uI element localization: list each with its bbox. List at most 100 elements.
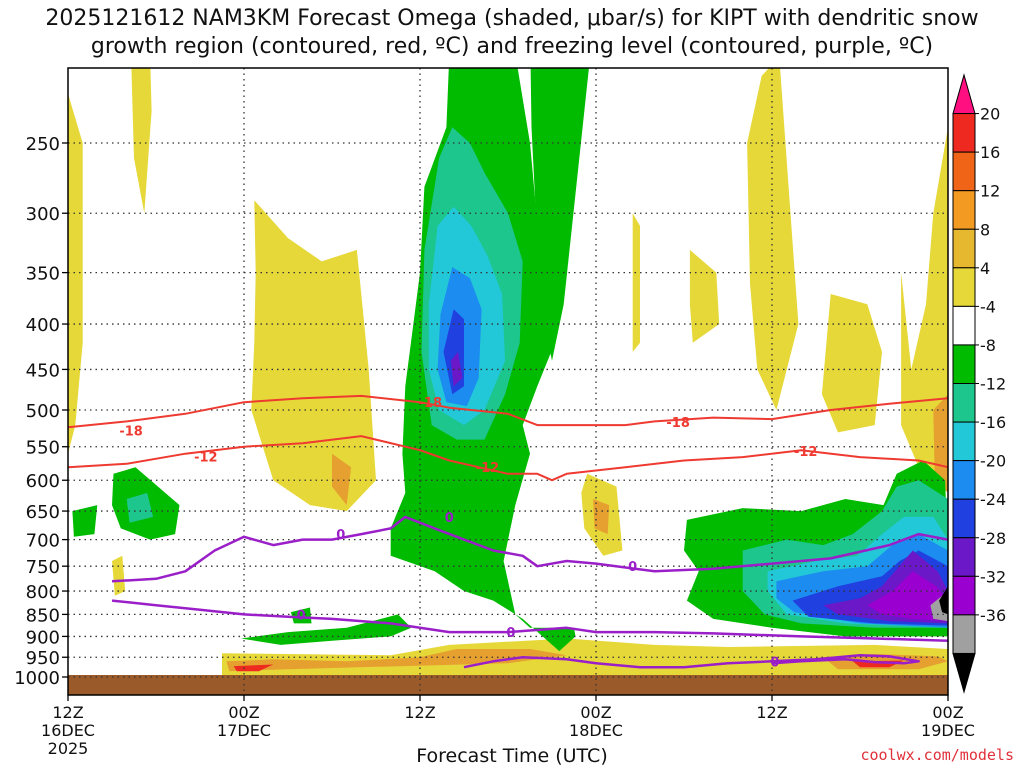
freezing-contour-label-2: 0 [770,655,779,670]
omega-region-yellow [632,213,640,352]
colorbar-label-1: 16 [980,143,1000,162]
omega-region-orange [593,499,610,535]
omega-region-yellow [112,555,126,596]
plot-frame [67,67,949,696]
y-tick-label-250: 250 [26,134,60,155]
y-tick-label-600: 600 [26,471,60,492]
contour-extra-label-3: -12 [794,445,818,460]
contour-extra-label-5: 0 [506,626,515,641]
colorbar-swatch-7 [952,344,976,384]
colorbar-label-9: -20 [980,452,1006,471]
omega-region-teal [126,492,154,523]
freezing-contour-0 [111,515,948,583]
credit-link[interactable]: coolwx.com/models [860,746,1014,764]
y-axis: 2503003504004505005506006507007508008509… [14,134,68,689]
y-tick-label-900: 900 [26,627,60,648]
contour-extra-label-2: -12 [476,461,500,476]
y-tick-label-550: 550 [26,438,60,459]
x-tick-label-12-1: 17DEC [217,721,271,740]
y-tick-label-350: 350 [26,264,60,285]
dgz-contour-1 [68,435,948,482]
contour-extra-label-0: -18 [419,396,443,411]
omega-region-yellow [689,249,720,343]
colorbar-swatch-12 [952,537,976,577]
y-tick-label-800: 800 [26,582,60,603]
x-tick-label-48-0: 12Z [756,703,787,722]
x-tick-label-0-0: 12Z [52,703,83,722]
omega-region-yellow [747,68,799,410]
colorbar-label-3: 8 [980,220,990,239]
y-tick-label-400: 400 [26,315,60,336]
y-tick-label-450: 450 [26,360,60,381]
surface-fill [68,675,948,695]
x-tick-label-12-0: 00Z [228,703,259,722]
colorbar-swatch-6 [952,305,976,346]
colorbar-swatch-10 [952,460,976,500]
y-tick-label-300: 300 [26,204,60,225]
omega-region-orange [933,394,948,493]
colorbar-label-7: -12 [980,375,1006,394]
freezing-contour-2 [463,653,920,669]
colorbar-label-6: -8 [980,336,996,355]
freezing-contour-1 [111,599,948,642]
colorbar-swatch-9 [952,421,976,462]
x-axis-label: Forecast Time (UTC) [416,745,608,767]
omega-region-green [241,614,412,645]
y-tick-label-650: 650 [26,502,60,523]
colorbar: 20 16 12 8 4 -4 -8 -12 -16 -20 -24 -28 -32 -36 [952,73,1006,694]
omega-region-yellow [901,127,948,481]
colorbar-label-2: 12 [980,182,1000,201]
x-tick-label-36-0: 00Z [580,703,611,722]
dgz-contour-label-1: -12 [194,450,218,465]
omega-region-orange [226,649,567,672]
omega-region-yellow [131,68,152,214]
colorbar-label-10: -24 [980,490,1006,509]
x-tick-label-24-0: 12Z [404,703,435,722]
omega-region-violet [867,571,948,622]
chart-title-line-1: 2025121612 NAM3KM Forecast Omega (shaded… [45,6,979,31]
omega-region-red [233,664,274,672]
omega-region-green [290,607,312,624]
x-tick-label-60-1: 19DEC [921,721,975,740]
plot-area: -18 -12 0 0 0 -18 -18 -12 -12 0 0 0 [68,68,948,695]
y-tick-label-700: 700 [26,531,60,552]
colorbar-label-0: 20 [980,105,1000,124]
y-tick-label-1000: 1000 [14,668,60,689]
colorbar-swatch-bottom [952,652,976,694]
omega-region-purple [450,351,463,387]
y-tick-label-500: 500 [26,401,60,422]
contour-extra-label-4: 0 [445,511,454,526]
colorbar-swatch-2 [952,151,976,192]
omega-region-yellow [821,294,882,433]
colorbar-swatch-13 [952,575,976,616]
x-tick-label-36-1: 18DEC [569,721,623,740]
omega-region-yellow [68,93,83,454]
colorbar-swatch-4 [952,228,976,269]
colorbar-swatch-14 [952,614,976,654]
colorbar-label-5: -4 [980,297,996,316]
omega-region-green [72,505,98,537]
dgz-contour-0 [68,394,948,429]
y-tick-label-950: 950 [26,648,60,669]
colorbar-swatch-5 [952,267,976,307]
omega-region-green [530,68,589,361]
colorbar-swatch-3 [952,190,976,230]
contour-extra-label-6: 0 [628,560,637,575]
colorbar-label-13: -36 [980,606,1006,625]
x-tick-label-60-0: 00Z [932,703,963,722]
y-tick-label-750: 750 [26,557,60,578]
freezing-contour-label-0: 0 [336,528,345,543]
y-tick-label-850: 850 [26,605,60,626]
colorbar-swatch-11 [952,498,976,539]
colorbar-label-8: -16 [980,413,1006,432]
omega-region-orange [332,453,352,506]
dgz-contour-label-0: -18 [119,424,143,439]
colorbar-swatch-8 [952,383,976,423]
contour-extra-label-1: -18 [666,416,690,431]
freezing-contour-label-1: 0 [297,608,306,623]
x-tick-label-0-2: 2025 [48,739,89,758]
colorbar-label-11: -28 [980,529,1006,548]
colorbar-label-4: 4 [980,259,990,278]
